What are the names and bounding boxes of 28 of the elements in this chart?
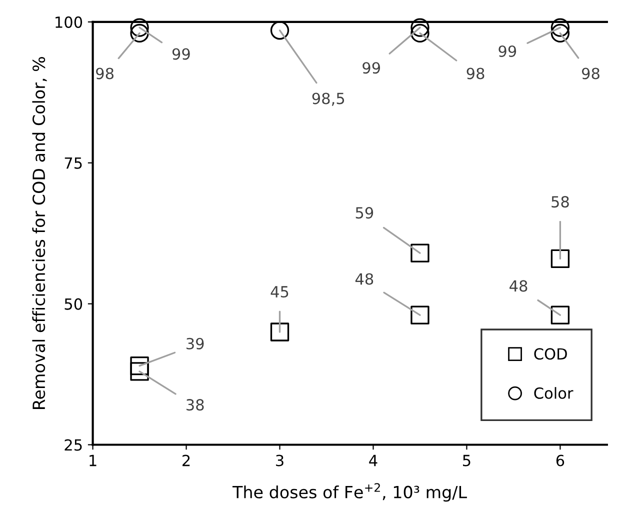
data-label: 98 [466, 68, 484, 80]
data-label: 59 [356, 207, 374, 219]
data-label: 48 [355, 273, 374, 285]
data-label: 38 [186, 399, 204, 411]
data-label: 45 [270, 286, 288, 298]
data-label: 39 [186, 338, 204, 350]
y-tick-label: 50 [64, 298, 82, 310]
data-label: 99 [498, 45, 516, 57]
x-tick-label: 5 [463, 454, 470, 466]
data-label: 99 [172, 48, 190, 60]
data-label: 58 [552, 196, 569, 208]
x-tick-label: 2 [182, 454, 190, 466]
data-label: 98 [96, 68, 114, 80]
x-tick-label: 1 [90, 454, 96, 466]
data-label: 98,5 [312, 92, 344, 106]
y-axis-title: Removal efficiencies for COD and Color, % [32, 57, 47, 409]
y-tick-label: 100 [56, 16, 82, 28]
data-label: 98 [582, 68, 600, 80]
data-label: 48 [510, 280, 528, 292]
x-tick-label: 6 [556, 454, 564, 466]
x-tick-label: 3 [276, 454, 284, 466]
x-tick-label: 4 [369, 454, 378, 466]
legend-label: Color [534, 387, 574, 399]
y-tick-label: 75 [64, 158, 82, 169]
legend-label: COD [534, 348, 567, 360]
y-tick-label: 25 [64, 439, 82, 451]
x-axis-title: The doses of Fe$^{+2}$, 10³ mg/L [232, 483, 467, 502]
data-label: 99 [362, 62, 380, 74]
